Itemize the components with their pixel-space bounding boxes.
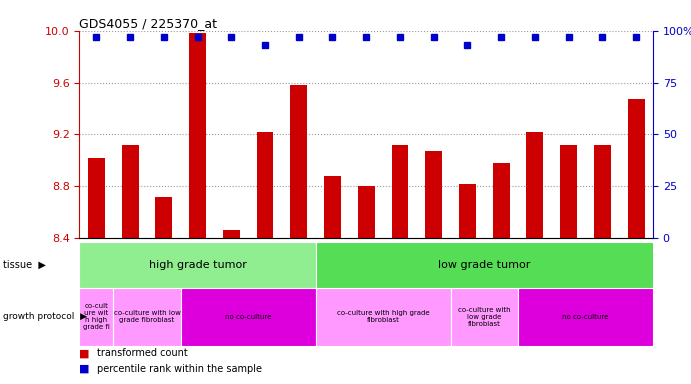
Text: co-culture with high grade
fibroblast: co-culture with high grade fibroblast: [337, 310, 429, 323]
Bar: [290, 85, 307, 238]
Text: growth protocol  ▶: growth protocol ▶: [3, 312, 88, 321]
Bar: [627, 99, 645, 238]
Bar: [451, 288, 518, 346]
Text: co-culture with
low grade
fibroblast: co-culture with low grade fibroblast: [458, 307, 511, 327]
Text: co-culture with low
grade fibroblast: co-culture with low grade fibroblast: [113, 310, 180, 323]
Bar: [180, 288, 316, 346]
Bar: [113, 288, 180, 346]
Text: transformed count: transformed count: [97, 348, 187, 358]
Text: ■: ■: [79, 348, 90, 358]
Bar: [88, 158, 105, 238]
Bar: [392, 145, 408, 238]
Bar: [79, 242, 316, 288]
Bar: [316, 288, 451, 346]
Bar: [358, 186, 375, 238]
Bar: [316, 242, 670, 288]
Bar: [527, 132, 543, 238]
Text: co-cult
ure wit
h high
grade fi: co-cult ure wit h high grade fi: [83, 303, 110, 330]
Text: percentile rank within the sample: percentile rank within the sample: [97, 364, 262, 374]
Bar: [518, 288, 653, 346]
Bar: [594, 145, 611, 238]
Bar: [223, 230, 240, 238]
Bar: [324, 176, 341, 238]
Text: no co-culture: no co-culture: [225, 314, 272, 320]
Bar: [122, 145, 138, 238]
Bar: [155, 197, 172, 238]
Bar: [493, 163, 509, 238]
Text: high grade tumor: high grade tumor: [149, 260, 247, 270]
Bar: [459, 184, 476, 238]
Text: GDS4055 / 225370_at: GDS4055 / 225370_at: [79, 17, 218, 30]
Bar: [560, 145, 577, 238]
Bar: [189, 33, 206, 238]
Bar: [79, 288, 113, 346]
Bar: [256, 132, 274, 238]
Text: no co-culture: no co-culture: [562, 314, 609, 320]
Text: low grade tumor: low grade tumor: [438, 260, 531, 270]
Text: tissue  ▶: tissue ▶: [3, 260, 46, 270]
Text: ■: ■: [79, 364, 90, 374]
Bar: [425, 151, 442, 238]
